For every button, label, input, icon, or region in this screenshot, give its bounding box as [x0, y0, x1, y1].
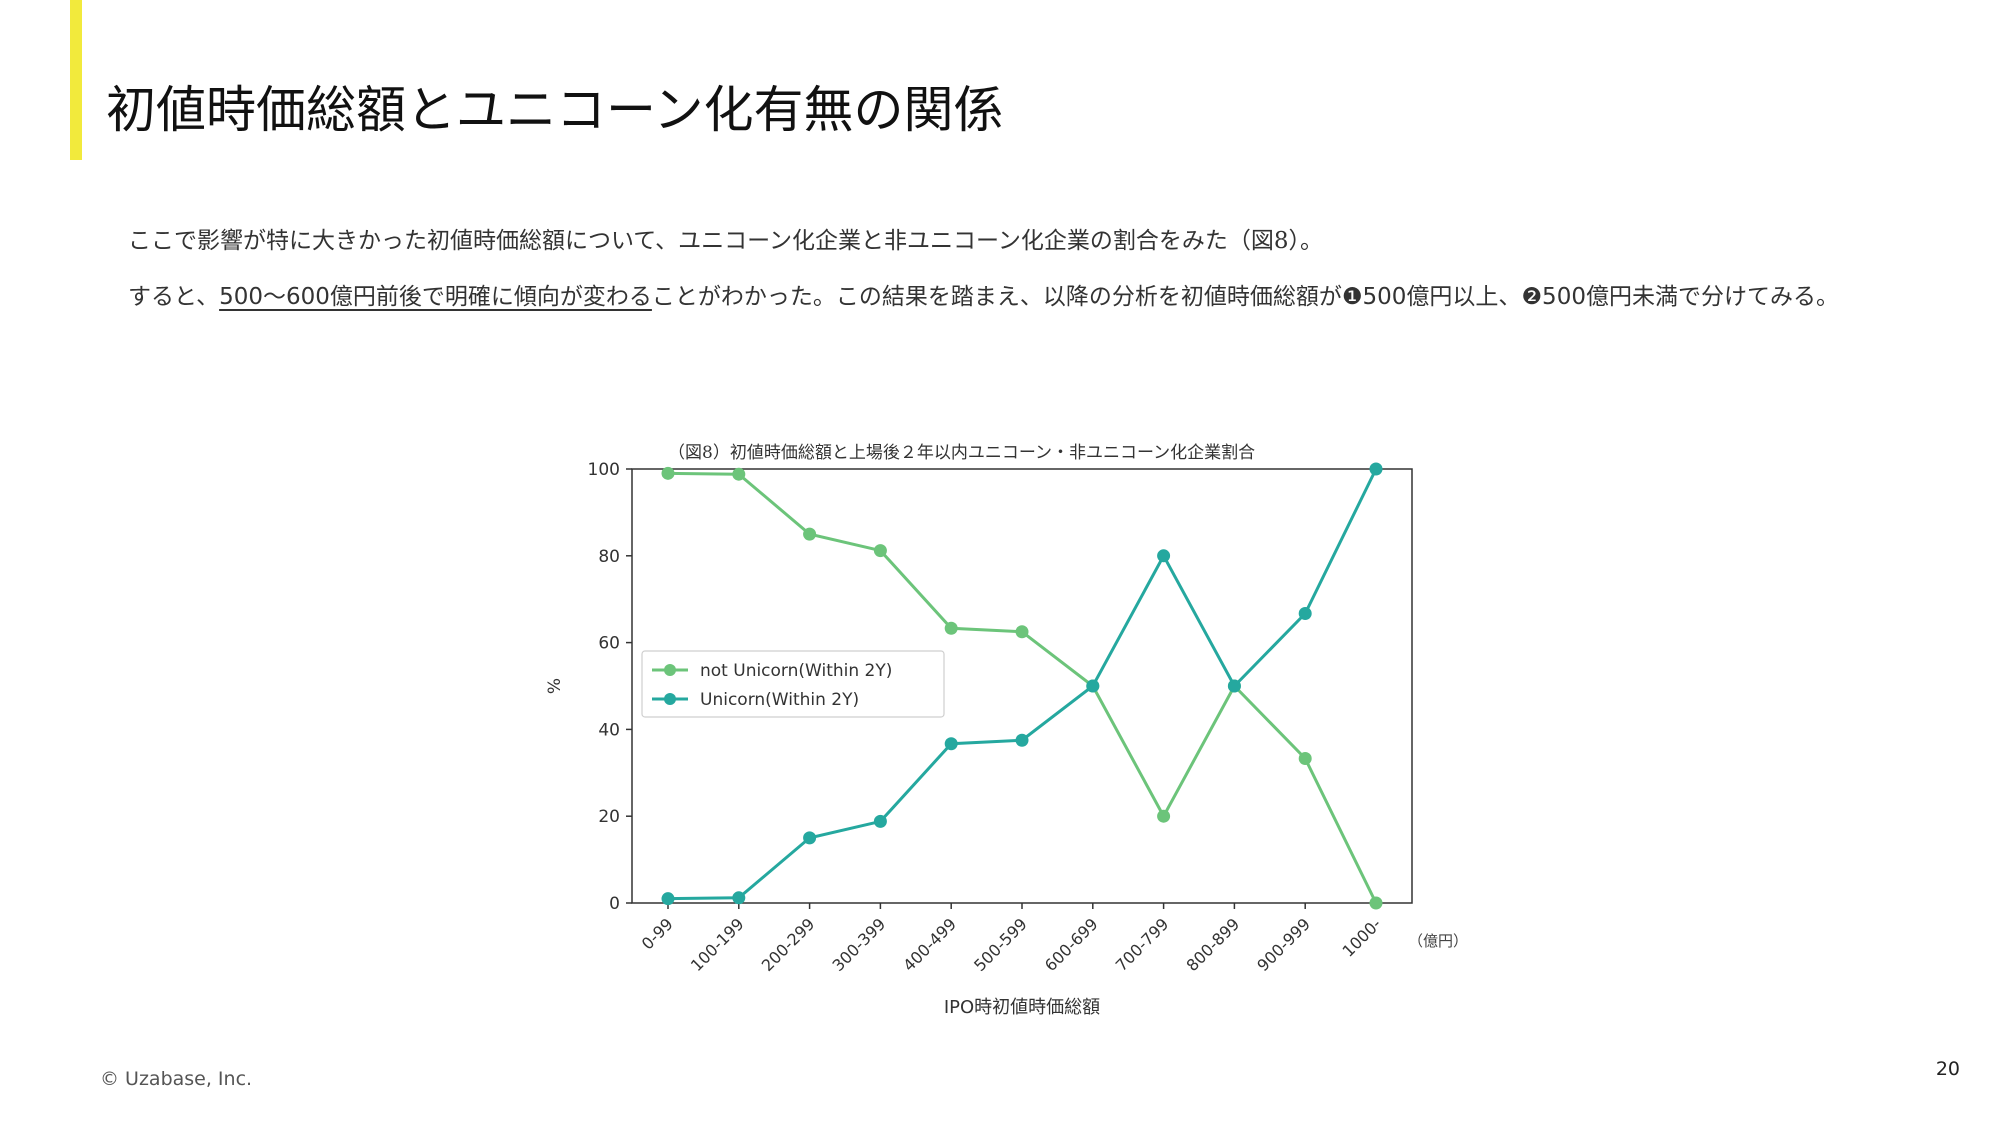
unicorn-data-point — [732, 891, 746, 905]
y-tick-label: 60 — [598, 634, 620, 654]
y-tick-label: 40 — [598, 720, 620, 740]
not-unicorn-data-point — [1015, 625, 1029, 639]
legend-label: not Unicorn(Within 2Y) — [700, 661, 892, 681]
x-tick-label: 600-699 — [1041, 914, 1102, 975]
paragraph-2-item-2: ❷500億円未満で分けてみる。 — [1521, 284, 1839, 310]
unicorn-data-point — [1086, 679, 1100, 693]
unicorn-data-point — [1298, 607, 1312, 621]
legend-box — [641, 650, 945, 718]
not-unicorn-data-point — [873, 544, 887, 558]
x-axis-label: IPO時初値時価総額 — [944, 997, 1100, 1018]
unicorn-data-point — [1369, 462, 1383, 476]
x-axis-unit: （億円） — [1408, 932, 1469, 950]
unicorn-data-point — [803, 831, 817, 845]
legend-marker — [664, 693, 676, 705]
unicorn-data-point — [1227, 679, 1241, 693]
y-tick-label: 100 — [588, 460, 620, 480]
not-unicorn-data-point — [803, 527, 817, 541]
paragraph-2-lead: すると、 — [128, 284, 220, 310]
unicorn-data-point — [944, 737, 958, 751]
chart-title: （図8）初値時価総額と上場後２年以内ユニコーン・非ユニコーン化企業割合 — [668, 443, 1256, 463]
x-tick-label: 1000- — [1339, 914, 1385, 960]
not-unicorn-data-point — [1369, 896, 1383, 910]
unicorn-data-point — [661, 892, 675, 906]
x-tick-label: 100-199 — [687, 914, 748, 975]
x-tick-label: 500-599 — [970, 914, 1031, 975]
not-unicorn-data-point — [1298, 751, 1312, 765]
x-tick-label: 0-99 — [638, 914, 677, 953]
paragraph-2-item-1: ❶500億円以上、 — [1341, 284, 1522, 310]
x-tick-label: 900-999 — [1253, 914, 1314, 975]
slide-title: 初値時価総額とユニコーン化有無の関係 — [106, 81, 1004, 139]
unicorn-data-point — [1157, 549, 1171, 563]
paragraph-2-highlight: 500～600億円前後で明確に傾向が変わる — [219, 284, 652, 310]
copyright-footer: © Uzabase, Inc. — [100, 1068, 253, 1090]
x-tick-label: 200-299 — [758, 914, 819, 975]
body-paragraph-1: ここで影響が特に大きかった初値時価総額について、ユニコーン化企業と非ユニコーン化… — [128, 228, 1323, 254]
body-paragraph-2: すると、500～600億円前後で明確に傾向が変わることがわかった。この結果を踏ま… — [103, 276, 1883, 318]
page-number: 20 — [1935, 1058, 1960, 1080]
unicorn-data-point — [873, 814, 887, 828]
x-tick-label: 400-499 — [899, 914, 960, 975]
x-tick-label: 300-399 — [829, 914, 890, 975]
y-tick-label: 20 — [598, 807, 620, 827]
unicorn-data-point — [1015, 733, 1029, 747]
y-tick-label: 0 — [609, 894, 620, 914]
y-tick-label: 80 — [598, 547, 620, 567]
legend-label: Unicorn(Within 2Y) — [700, 690, 859, 710]
not-unicorn-data-point — [732, 467, 746, 481]
legend-marker — [664, 664, 676, 676]
not-unicorn-data-point — [661, 466, 675, 480]
title-accent-bar — [70, 0, 82, 160]
not-unicorn-data-point — [1157, 809, 1171, 823]
x-tick-label: 700-799 — [1112, 914, 1173, 975]
x-tick-label: 800-899 — [1183, 914, 1244, 975]
y-axis-label: % — [545, 678, 565, 694]
paragraph-2-mid: ことがわかった。この結果を踏まえ、以降の分析を初値時価総額が — [651, 284, 1342, 310]
not-unicorn-data-point — [944, 621, 958, 635]
